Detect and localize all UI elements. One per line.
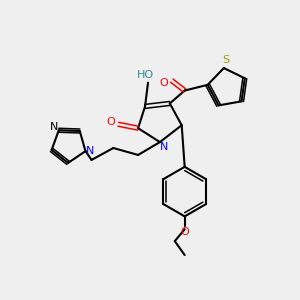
Text: N: N: [86, 146, 95, 156]
Text: HO: HO: [136, 70, 154, 80]
Text: S: S: [222, 55, 230, 65]
Text: N: N: [160, 142, 168, 152]
Text: N: N: [50, 122, 58, 132]
Text: O: O: [180, 227, 189, 237]
Text: O: O: [106, 117, 115, 127]
Text: O: O: [160, 78, 168, 88]
